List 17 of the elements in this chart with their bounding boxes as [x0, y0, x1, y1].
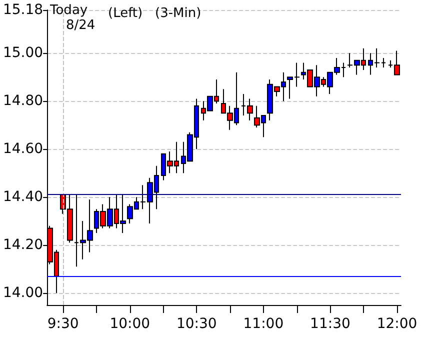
- x-tick-label: 10:00: [110, 316, 150, 332]
- y-tick-label: 15.00: [2, 45, 44, 62]
- y-tick-label: 14.80: [2, 93, 44, 110]
- y-tick-label: 14.60: [2, 141, 44, 158]
- x-tick-label: 10:30: [176, 316, 217, 332]
- x-tick-label: 11:00: [243, 316, 284, 332]
- x-tick-label: 9:30: [47, 316, 79, 332]
- annotation: 8/24: [66, 18, 96, 33]
- y-tick-label: 15.18: [2, 2, 44, 18]
- annotation: Today: [50, 3, 88, 18]
- candlestick: [381, 57, 386, 68]
- chart-title: (Left) (3-Min): [108, 6, 202, 21]
- y-tick-label: 14.20: [2, 237, 44, 254]
- y-tick-label: 14.00: [2, 285, 44, 302]
- x-tick-label: 12:00: [376, 316, 418, 332]
- y-tick-label: 14.40: [2, 189, 44, 206]
- x-tick-label: 11:30: [310, 316, 350, 332]
